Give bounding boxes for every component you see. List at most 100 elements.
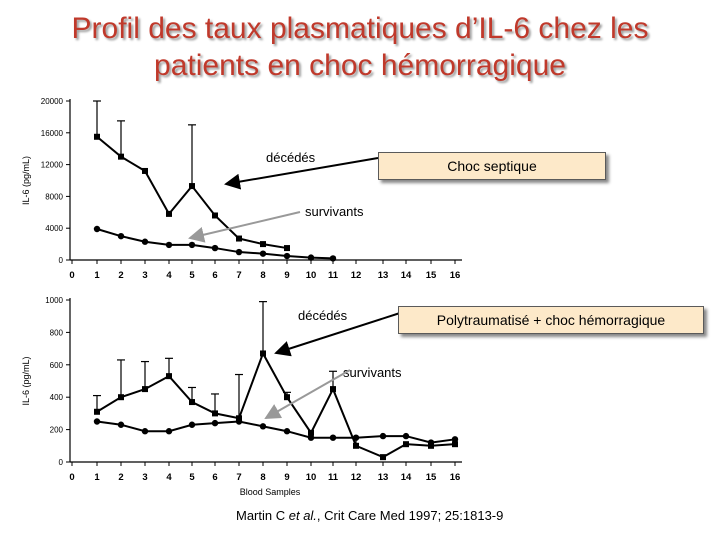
- data-point-circle: [451, 436, 459, 443]
- data-point-square: [94, 408, 100, 415]
- x-tick-label: 2: [118, 472, 123, 483]
- data-point-square: [428, 442, 434, 449]
- data-point-circle: [188, 421, 196, 428]
- y-tick-label: 600: [50, 361, 64, 370]
- data-point-square: [260, 350, 266, 357]
- series-line-1: [96, 351, 456, 459]
- data-point-square: [118, 153, 124, 160]
- y-tick-label: 12000: [41, 161, 64, 170]
- data-point-square: [236, 235, 242, 242]
- data-point-square: [212, 212, 218, 219]
- callout-septic-label: Choc septique: [447, 158, 537, 174]
- data-point-square: [380, 454, 386, 461]
- data-point-square: [452, 441, 458, 448]
- x-tick-label: 9: [284, 472, 289, 483]
- y-tick-label: 1000: [45, 296, 63, 305]
- data-point-circle: [165, 241, 173, 249]
- x-tick-label: 16: [450, 472, 461, 483]
- data-point-square: [403, 441, 409, 448]
- data-point-circle: [402, 432, 410, 440]
- y-tick-label: 200: [50, 426, 64, 435]
- data-point-circle: [165, 428, 173, 435]
- arrow-survivors-bottom: [264, 369, 351, 419]
- x-tick-label: 8: [260, 270, 265, 281]
- arrow-deceased-top: [224, 157, 379, 190]
- data-point-square: [142, 386, 148, 393]
- annotation-survivors-top: survivants: [305, 204, 364, 219]
- x-tick-label: 3: [142, 472, 147, 483]
- x-tick-label: 6: [212, 472, 217, 483]
- x-tick-label: 2: [118, 270, 123, 281]
- x-tick-label: 10: [306, 472, 317, 483]
- x-tick-label: 16: [450, 270, 461, 281]
- data-point-circle: [427, 439, 435, 446]
- annotation-survivors-bottom: survivants: [343, 365, 402, 380]
- x-tick-label: 14: [401, 472, 412, 483]
- citation: Martin C et al., Crit Care Med 1997; 25:…: [236, 508, 503, 523]
- data-point-square: [308, 429, 314, 436]
- callout-septic-shock: Choc septique: [378, 152, 606, 180]
- data-point-circle: [259, 250, 267, 257]
- y-tick-label: 8000: [45, 192, 63, 201]
- data-point-square: [189, 183, 195, 190]
- data-point-circle: [211, 419, 219, 427]
- citation-prefix: Martin C: [236, 508, 289, 523]
- data-point-circle: [329, 434, 337, 441]
- x-tick-label: 0: [69, 472, 74, 483]
- data-point-square: [94, 133, 100, 140]
- data-point-square: [142, 167, 148, 174]
- citation-etal: et al.: [288, 508, 317, 523]
- x-tick-label: 15: [426, 270, 437, 281]
- data-point-circle: [283, 428, 291, 435]
- title-line-1: Profil des taux plasmatiques d’IL-6 chez…: [71, 12, 649, 45]
- x-tick-label: 5: [189, 472, 195, 483]
- data-point-square: [212, 410, 218, 417]
- data-point-circle: [283, 252, 291, 260]
- citation-suffix: , Crit Care Med 1997; 25:1813-9: [316, 508, 504, 523]
- data-point-square: [330, 386, 336, 393]
- data-point-square: [166, 373, 172, 380]
- data-point-circle: [307, 434, 315, 441]
- data-point-circle: [141, 238, 149, 245]
- annotation-deceased-bottom: décédés: [298, 308, 348, 323]
- series-line-2: [96, 420, 456, 444]
- arrow-deceased-bottom: [274, 312, 401, 357]
- annotation-deceased-top: décédés: [266, 150, 316, 165]
- data-point-square: [353, 442, 359, 449]
- x-tick-label: 13: [378, 472, 389, 483]
- x-tick-label: 3: [142, 270, 147, 281]
- x-tick-label: 11: [328, 472, 339, 483]
- y-tick-label: 16000: [41, 129, 64, 138]
- x-tick-label: 15: [426, 472, 437, 483]
- data-point-circle: [235, 418, 243, 425]
- y-tick-label: 4000: [45, 224, 63, 233]
- x-tick-label: 4: [166, 270, 172, 281]
- y-tick-label: 0: [59, 256, 64, 265]
- y-tick-label: 800: [50, 328, 64, 337]
- callout-trauma-shock: Polytraumatisé + choc hémorragique: [398, 306, 704, 334]
- x-axis-title: Blood Samples: [240, 487, 301, 497]
- slide-title: Profil des taux plasmatiques d’IL-6 chez…: [0, 10, 720, 84]
- data-point-circle: [93, 225, 101, 233]
- data-point-square: [166, 210, 172, 217]
- data-point-circle: [329, 255, 337, 262]
- x-tick-label: 0: [69, 270, 74, 281]
- series-line-2: [96, 228, 334, 260]
- x-tick-label: 13: [378, 270, 389, 281]
- data-point-circle: [141, 428, 149, 435]
- y-tick-label: 400: [50, 393, 64, 402]
- data-point-circle: [307, 254, 315, 261]
- x-tick-label: 12: [351, 472, 362, 483]
- x-tick-label: 5: [189, 270, 195, 281]
- x-tick-label: 7: [236, 270, 241, 281]
- data-point-square: [260, 241, 266, 248]
- x-tick-label: 1: [94, 270, 100, 281]
- x-tick-label: 14: [401, 270, 412, 281]
- x-tick-label: 1: [94, 472, 100, 483]
- y-axis-title: IL-6 (pg/mL): [21, 356, 31, 405]
- x-tick-label: 12: [351, 270, 362, 281]
- callout-trauma-label: Polytraumatisé + choc hémorragique: [436, 312, 666, 328]
- data-point-circle: [235, 248, 243, 256]
- data-point-circle: [211, 244, 219, 252]
